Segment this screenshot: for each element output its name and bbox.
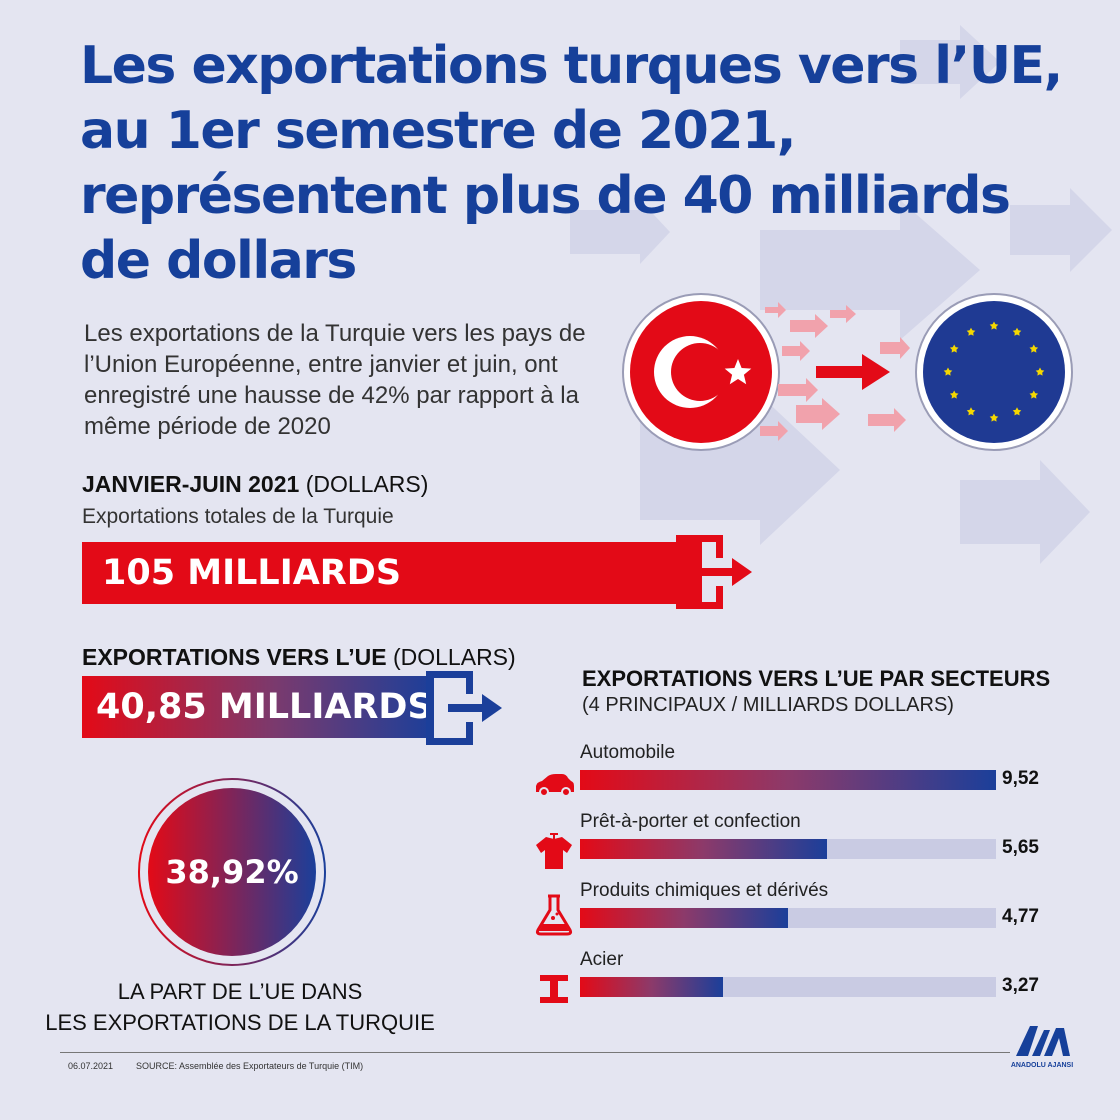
sector-bar-track: [580, 908, 996, 928]
sector-value-label: 4,77: [1002, 906, 1039, 927]
sector-bar-track: [580, 770, 996, 790]
footer-date: 06.07.2021: [68, 1061, 114, 1071]
headline-title: Les exportations turques vers l’UE, au 1…: [80, 36, 1063, 291]
sector-row-automobile: Automobile 9,52: [520, 742, 1080, 802]
sector-bar-fill: [580, 977, 723, 997]
eu-exports-bar: 40,85 MILLIARDS: [82, 676, 434, 738]
eu-share-caption: LA PART DE L’UE DANS LES EXPORTATIONS DE…: [40, 976, 440, 1038]
sector-bar-fill: [580, 770, 996, 790]
sector-value-label: 3,27: [1002, 975, 1039, 996]
sectors-chart-subtitle: (4 PRINCIPAUX / MILLIARDS DOLLARS): [582, 694, 954, 716]
total-heading-bold: JANVIER-JUIN 2021: [82, 471, 300, 497]
eu-export-exit-icon: [426, 671, 502, 745]
total-heading: JANVIER-JUIN 2021 (DOLLARS): [82, 470, 428, 498]
sector-bar-track: [580, 839, 996, 859]
eu-flag-icon: [915, 293, 1073, 451]
logo-text: ANADOLU AJANSI: [1011, 1062, 1073, 1069]
sector-value-label: 9,52: [1002, 768, 1039, 789]
sector-bar-fill: [580, 908, 789, 928]
intro-paragraph: Les exportations de la Turquie vers les …: [84, 320, 586, 440]
total-exports-value: 105 MILLIARDS: [102, 553, 402, 593]
sector-value-label: 5,65: [1002, 837, 1039, 858]
total-heading-unit: (DOLLARS): [305, 471, 429, 497]
turkey-flag-icon: [622, 293, 780, 451]
total-subheading: Exportations totales de la Turquie: [82, 505, 394, 528]
sector-row-chimie: Produits chimiques et dérivés 4,77: [520, 880, 1080, 940]
sector-label: Produits chimiques et dérivés: [580, 880, 829, 901]
footer-source: SOURCE: Assemblée des Exportateurs de Tu…: [136, 1061, 364, 1071]
sector-row-pret-a-porter: Prêt-à-porter et confection 5,65: [520, 811, 1080, 871]
export-exit-icon: [676, 535, 752, 609]
footer-divider: [60, 1052, 1010, 1053]
eu-heading-bold: EXPORTATIONS VERS L’UE: [82, 644, 387, 670]
main-arrow-icon: [816, 354, 890, 390]
sector-bar-track: [580, 977, 996, 997]
sectors-chart: EXPORTATIONS VERS L’UE PAR SECTEURS (4 P…: [520, 660, 1080, 1020]
sectors-chart-title: EXPORTATIONS VERS L’UE PAR SECTEURS: [582, 666, 1051, 691]
shirt-icon: [536, 833, 572, 869]
car-icon: [536, 774, 574, 797]
eu-exports-value: 40,85 MILLIARDS: [96, 687, 433, 727]
eu-heading: EXPORTATIONS VERS L’UE (DOLLARS): [82, 643, 516, 671]
sector-row-acier: Acier 3,27: [520, 949, 1080, 1009]
sector-label: Prêt-à-porter et confection: [580, 811, 801, 832]
eu-share-percent: 38,92%: [165, 853, 299, 891]
sector-label: Automobile: [580, 742, 676, 763]
eu-share-caption-line1: LA PART DE L’UE DANS: [117, 979, 363, 1004]
eu-heading-unit: (DOLLARS): [392, 644, 516, 670]
flask-icon: [535, 894, 573, 936]
sector-label: Acier: [580, 949, 624, 970]
anadolu-ajansi-logo: ANADOLU AJANSI: [1011, 1026, 1073, 1069]
turkey-to-eu-illustration: [622, 293, 1073, 451]
eu-share-caption-line2: LES EXPORTATIONS DE LA TURQUIE: [45, 1010, 435, 1035]
total-exports-bar: 105 MILLIARDS: [82, 542, 702, 604]
arrow-icons: [760, 302, 910, 441]
eu-share-circle: [138, 778, 326, 966]
steel-beam-icon: [540, 975, 568, 1003]
sector-bar-fill: [580, 839, 827, 859]
